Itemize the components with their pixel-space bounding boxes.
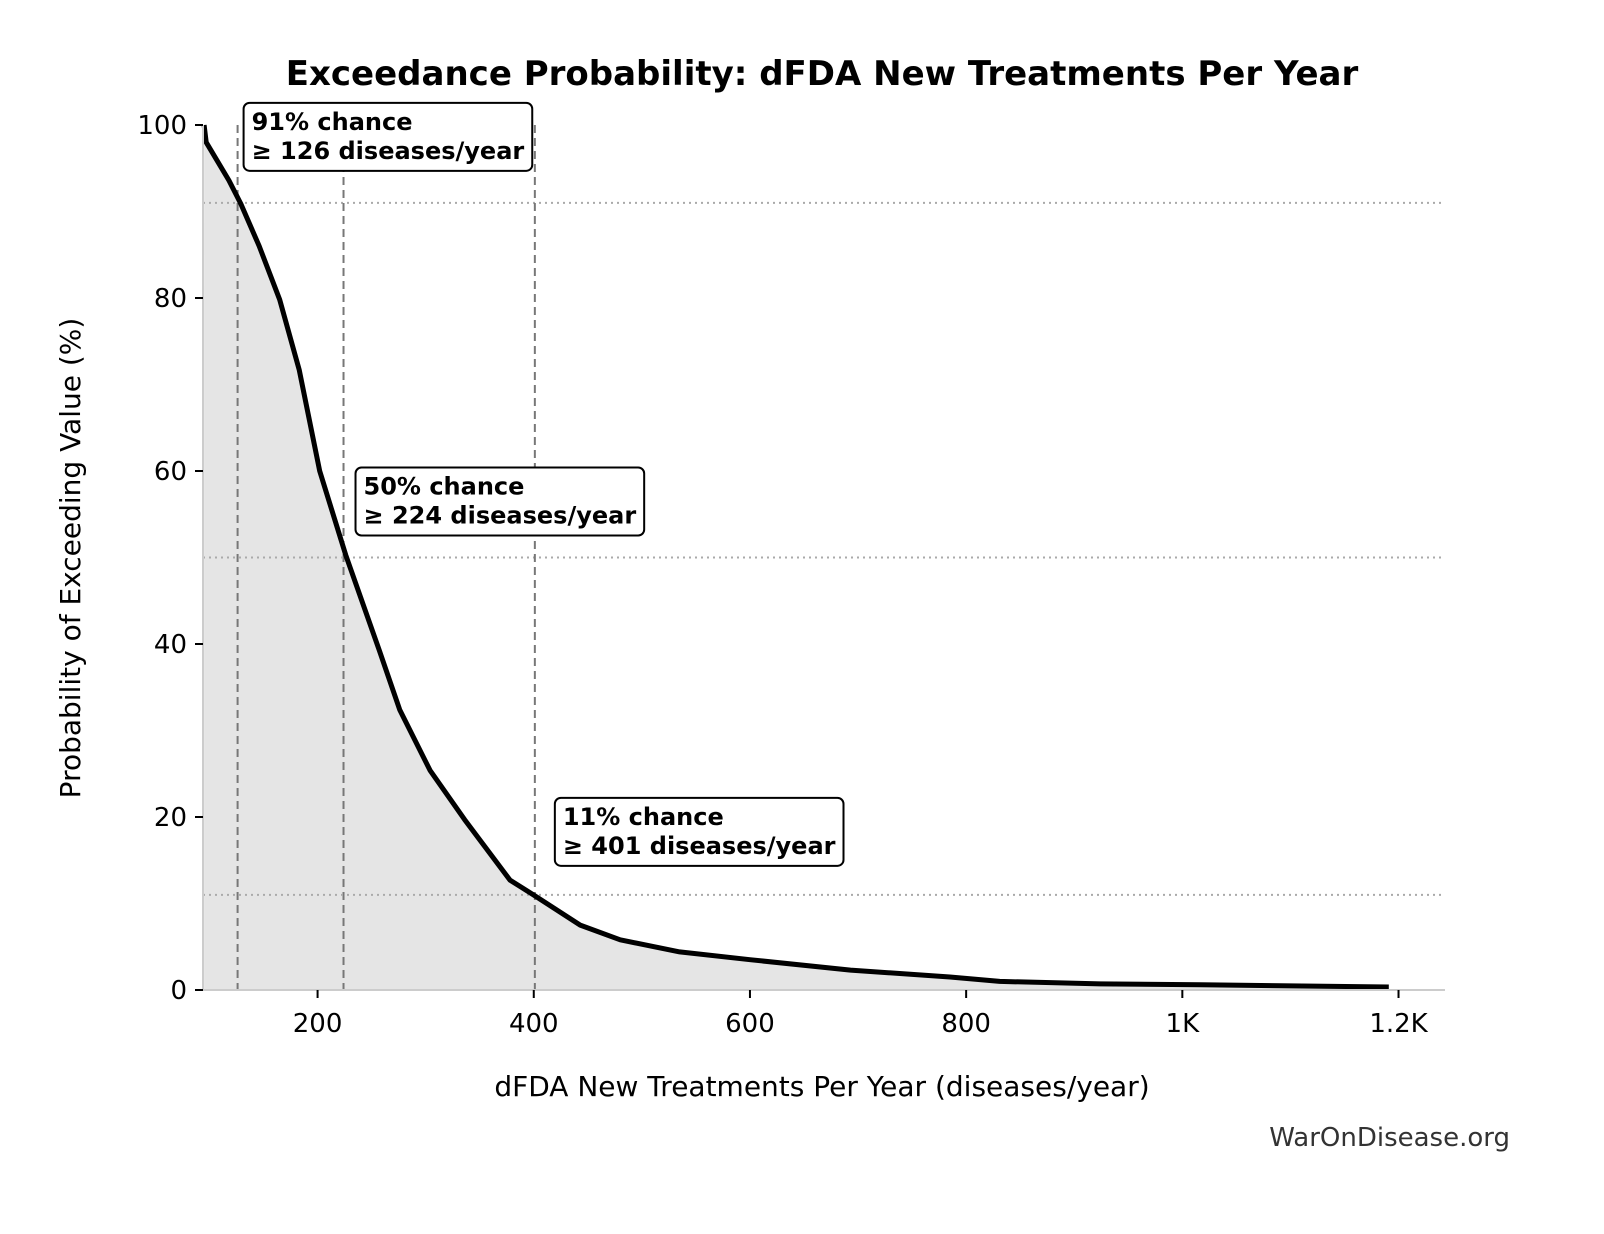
x-tick-label: 200	[293, 1009, 343, 1039]
annotation-box: 91% chance≥ 126 diseases/year	[242, 101, 534, 172]
watermark: WarOnDisease.org	[1269, 1123, 1510, 1153]
y-tick-label: 80	[154, 284, 187, 314]
annotation-frame	[242, 101, 534, 172]
annotation-threshold: ≥ 401 diseases/year	[563, 832, 836, 860]
y-tick-label: 40	[154, 630, 187, 660]
annotation-box: 50% chance≥ 224 diseases/year	[354, 466, 646, 537]
x-tick-label: 400	[509, 1009, 559, 1039]
annotation-threshold: ≥ 126 diseases/year	[252, 137, 525, 165]
x-tick-label: 800	[941, 1009, 991, 1039]
x-tick-label: 1K	[1166, 1009, 1201, 1039]
y-tick-label: 100	[137, 111, 187, 141]
annotation-box: 11% chance≥ 401 diseases/year	[553, 796, 845, 867]
annotation-chance: 11% chance	[563, 803, 724, 831]
x-tick-label: 1.2K	[1369, 1009, 1428, 1039]
annotation-frame	[354, 466, 646, 537]
annotation-frame	[553, 796, 845, 867]
exceedance-curve	[201, 124, 1389, 990]
annotation-threshold: ≥ 224 diseases/year	[364, 502, 637, 530]
y-tick-label: 20	[154, 803, 187, 833]
annotation-chance: 91% chance	[252, 108, 413, 136]
x-axis-label: dFDA New Treatments Per Year (diseases/y…	[494, 1070, 1149, 1103]
annotation-chance: 50% chance	[364, 473, 525, 501]
y-axis-label: Probability of Exceeding Value (%)	[54, 318, 87, 799]
x-tick-label: 600	[725, 1009, 775, 1039]
area-fill	[204, 125, 1389, 990]
y-tick-label: 60	[154, 457, 187, 487]
chart-title: Exceedance Probability: dFDA New Treatme…	[286, 54, 1359, 94]
y-tick-label: 0	[170, 976, 187, 1006]
